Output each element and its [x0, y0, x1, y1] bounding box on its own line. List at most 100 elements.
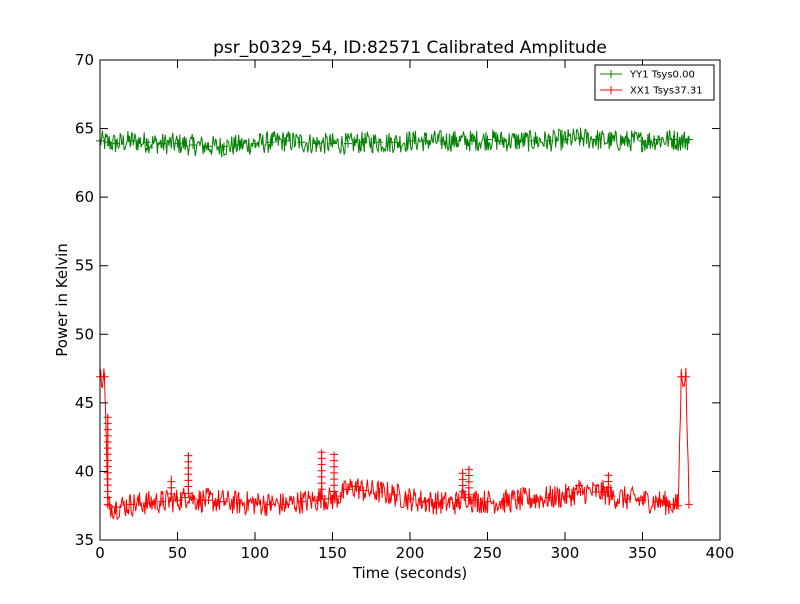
- data-point-marker: [235, 141, 244, 150]
- spike-marker: [103, 414, 112, 421]
- y-tick-label: 45: [75, 394, 94, 412]
- x-axis-label: Time (seconds): [352, 564, 468, 582]
- spike-marker: [604, 472, 613, 479]
- data-point-marker: [204, 142, 213, 151]
- data-point-marker: [344, 139, 352, 148]
- data-point-marker: [452, 136, 461, 145]
- x-tick-label: 100: [241, 544, 270, 562]
- data-point-marker: [142, 138, 151, 147]
- data-point-marker: [654, 135, 662, 144]
- spike-marker: [184, 458, 193, 465]
- data-point-marker: [530, 136, 538, 145]
- data-point-marker: [189, 141, 197, 150]
- data-point-marker: [266, 138, 275, 147]
- data-point-marker: [468, 496, 476, 505]
- data-point-marker: [351, 482, 360, 491]
- data-point-marker: [266, 500, 275, 509]
- spike-marker: [103, 494, 112, 501]
- data-point-marker: [375, 138, 383, 147]
- data-point-marker: [359, 486, 368, 495]
- data-point-marker: [514, 496, 523, 505]
- spike-marker: [167, 478, 176, 485]
- data-point-marker: [452, 498, 461, 507]
- data-point-marker: [530, 494, 538, 503]
- spike-marker: [103, 420, 112, 427]
- series-line: [99, 127, 690, 158]
- spike-marker: [103, 451, 112, 458]
- series-xx1: [96, 367, 693, 521]
- data-point-marker: [142, 498, 151, 507]
- spike-marker: [464, 466, 473, 473]
- data-point-marker: [607, 492, 616, 501]
- data-point-marker: [336, 492, 345, 501]
- data-point-marker: [681, 372, 690, 381]
- data-point-marker: [674, 501, 683, 510]
- spike-marker: [103, 432, 112, 439]
- data-point-marker: [468, 136, 476, 145]
- series-yy1: [96, 127, 693, 158]
- data-point-marker: [406, 136, 414, 145]
- data-point-marker: [282, 136, 290, 145]
- data-point-marker: [127, 500, 135, 509]
- x-tick-label: 0: [95, 544, 105, 562]
- spike-marker: [458, 488, 467, 495]
- data-point-marker: [561, 492, 569, 501]
- data-point-marker: [390, 490, 399, 499]
- data-point-marker: [189, 494, 197, 503]
- data-point-marker: [313, 496, 321, 505]
- spike-marker: [604, 484, 613, 491]
- data-point-marker: [421, 136, 430, 145]
- spike-marker: [103, 488, 112, 495]
- spike-marker: [167, 484, 176, 491]
- data-point-marker: [344, 485, 352, 494]
- spike-marker: [604, 478, 613, 485]
- spike-marker: [103, 482, 112, 489]
- spike-marker: [317, 480, 326, 487]
- data-point-marker: [499, 136, 507, 145]
- data-point-marker: [654, 497, 662, 506]
- legend: YY1 Tsys0.00 XX1 Tsys37.31: [594, 64, 715, 101]
- data-point-marker: [111, 503, 120, 512]
- spike-marker: [184, 483, 193, 490]
- spike-marker: [103, 469, 112, 476]
- x-tick-label: 250: [473, 544, 502, 562]
- legend-marker: [607, 70, 615, 78]
- spike-marker: [458, 482, 467, 489]
- data-point-marker: [282, 500, 290, 509]
- data-point-marker: [421, 497, 430, 506]
- data-point-marker: [173, 139, 182, 148]
- plot-area: [96, 127, 693, 521]
- axis-ticks: 0 50 100 150 200 250 300 350 400 35 40 45 50 55 60 65 70: [75, 51, 734, 562]
- spike-marker: [330, 451, 339, 458]
- data-point-marker: [390, 138, 399, 147]
- spike-marker: [103, 438, 112, 445]
- spike-marker: [330, 457, 339, 464]
- y-tick-label: 70: [75, 51, 94, 69]
- spike-marker: [103, 457, 112, 464]
- data-point-marker: [677, 136, 686, 145]
- spike-marker: [184, 477, 193, 484]
- legend-marker: [607, 86, 615, 94]
- data-point-marker: [251, 139, 259, 148]
- spike-marker: [103, 426, 112, 433]
- data-point-marker: [638, 136, 647, 145]
- data-point-marker: [105, 501, 114, 510]
- spike-marker: [458, 476, 467, 483]
- y-tick-label: 50: [75, 325, 94, 343]
- data-point-marker: [328, 139, 337, 148]
- spike-marker: [330, 469, 339, 476]
- spike-marker: [464, 472, 473, 479]
- data-point-marker: [576, 488, 585, 496]
- y-tick-label: 55: [75, 257, 94, 275]
- data-point-marker: [111, 139, 120, 148]
- spike-marker: [103, 445, 112, 452]
- spike-marker: [464, 484, 473, 491]
- data-point-marker: [460, 493, 469, 502]
- data-point-marker: [437, 498, 445, 507]
- spike-marker: [103, 463, 112, 470]
- x-tick-label: 50: [168, 544, 187, 562]
- data-point-marker: [592, 135, 600, 144]
- data-point-marker: [328, 494, 337, 503]
